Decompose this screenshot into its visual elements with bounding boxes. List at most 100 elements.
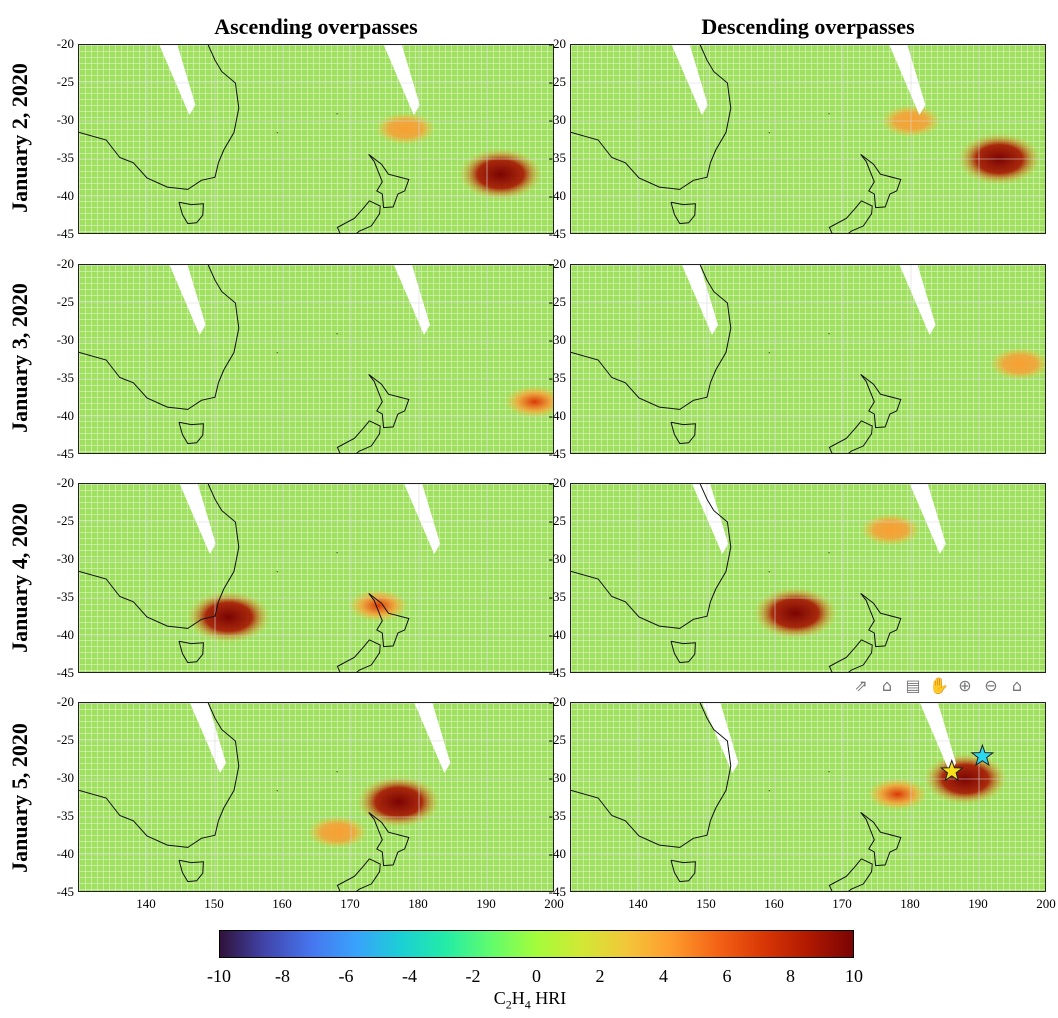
- y-tick-label: -25: [548, 513, 566, 528]
- y-tick-label: -30: [548, 332, 566, 347]
- swath-gap-1: [920, 703, 956, 773]
- map-panel-descending-3: [570, 264, 1046, 454]
- plume-1: [348, 589, 409, 622]
- brush-icon[interactable]: ⌂: [881, 675, 893, 695]
- y-tick-label: -35: [56, 150, 74, 165]
- coastline-tasmania: [178, 421, 204, 445]
- plume-0: [753, 587, 838, 640]
- x-tick-label: 180: [900, 896, 920, 911]
- y-tick-label: -45: [548, 665, 566, 680]
- coastline-norfolk: [336, 771, 338, 773]
- coastline-lord-howe: [768, 571, 770, 573]
- coastline-lord-howe: [276, 790, 278, 792]
- plume-0: [989, 347, 1045, 380]
- swath-gap-0: [169, 265, 206, 335]
- coastline-nz-south: [336, 858, 381, 891]
- figure-toolbar: ⇗ ⌂ ▤ ✋ ⊕ ⊖ ⌂: [850, 674, 1028, 696]
- coastline-nz-south: [336, 200, 381, 233]
- coastline-tasmania: [670, 201, 696, 225]
- y-tick-label: -30: [548, 551, 566, 566]
- y-tick-label: -30: [548, 770, 566, 785]
- y-tick-label: -45: [56, 446, 74, 461]
- colorbar-tick-label: -6: [338, 966, 354, 986]
- coastline-australia: [571, 484, 732, 629]
- coastline-nz-north: [860, 154, 902, 209]
- row-title-jan3: January 3, 2020: [7, 283, 32, 433]
- coastline-australia: [571, 45, 732, 190]
- datatip-icon[interactable]: ▤: [905, 675, 921, 695]
- coastline-tasmania: [178, 640, 204, 664]
- coastline-norfolk: [828, 333, 830, 335]
- x-tick-label: 140: [136, 896, 156, 911]
- y-tick-label: -20: [56, 475, 74, 490]
- y-tick-label: -45: [548, 446, 566, 461]
- heatmap-svg: [571, 703, 1045, 891]
- swath-gap-1: [909, 484, 946, 554]
- coastline-nz-north: [368, 154, 410, 209]
- x-tick-label: 160: [272, 896, 292, 911]
- coastline-nz-north: [860, 812, 902, 867]
- coastline-nz-south: [336, 639, 381, 672]
- x-tick-label: 140: [628, 896, 648, 911]
- coastline-lord-howe: [768, 352, 770, 354]
- coastline-norfolk: [336, 113, 338, 115]
- heatmap-svg: [571, 484, 1045, 672]
- y-tick-label: -25: [56, 294, 74, 309]
- coastline-lord-howe: [768, 790, 770, 792]
- heatmap-svg: [79, 45, 553, 233]
- x-tick-label: 190: [476, 896, 496, 911]
- y-tick-label: -25: [548, 294, 566, 309]
- plume-1: [860, 513, 921, 546]
- y-tick-label: -30: [56, 332, 74, 347]
- coastline-tasmania: [178, 201, 204, 225]
- y-tick-label: -40: [56, 188, 74, 203]
- coastline-tasmania: [670, 859, 696, 883]
- y-tick-label: -25: [548, 732, 566, 747]
- y-tick-label: -20: [548, 475, 566, 490]
- plume-0: [186, 591, 271, 643]
- y-tick-label: -40: [548, 188, 566, 203]
- y-tick-label: -20: [548, 36, 566, 51]
- colorbar-tick-label: 0: [532, 966, 541, 986]
- plume-0: [458, 148, 543, 201]
- zoom-in-icon[interactable]: ⊕: [958, 675, 972, 695]
- coastline-lord-howe: [276, 352, 278, 354]
- swath-gap-1: [383, 45, 420, 115]
- colorbar-tick-label: -2: [465, 966, 481, 986]
- coastline-tasmania: [670, 421, 696, 445]
- swath-gap-0: [692, 484, 729, 554]
- y-tick-label: -25: [548, 74, 566, 89]
- y-tick-label: -30: [56, 551, 74, 566]
- y-tick-label: -45: [548, 884, 566, 899]
- column-title-descending: Descending overpasses: [701, 14, 915, 39]
- coastline-nz-south: [828, 420, 873, 453]
- colorbar-tick-label: 10: [845, 966, 863, 986]
- map-panel-ascending-3: [78, 264, 554, 454]
- home-icon[interactable]: ⌂: [1011, 675, 1023, 695]
- y-tick-label: -30: [56, 770, 74, 785]
- swath-gap-0: [682, 265, 718, 335]
- export-icon[interactable]: ⇗: [854, 675, 868, 695]
- coastline-tasmania: [670, 640, 696, 664]
- colorbar-tick-label: 8: [786, 966, 795, 986]
- y-tick-label: -20: [56, 256, 74, 271]
- y-tick-label: -35: [548, 150, 566, 165]
- y-tick-label: -35: [56, 808, 74, 823]
- heatmap-svg: [79, 484, 553, 672]
- swath-gap-1: [899, 265, 936, 335]
- y-tick-label: -40: [548, 408, 566, 423]
- y-tick-label: -40: [548, 846, 566, 861]
- coastline-australia: [571, 703, 732, 848]
- coastline-australia: [79, 484, 240, 629]
- coastline-australia: [571, 265, 732, 410]
- y-tick-label: -35: [56, 370, 74, 385]
- zoom-out-icon[interactable]: ⊖: [984, 675, 998, 695]
- pan-icon[interactable]: ✋: [929, 675, 949, 695]
- coastline-nz-north: [368, 812, 410, 867]
- coastline-norfolk: [828, 113, 830, 115]
- coastline-nz-south: [828, 200, 873, 233]
- y-tick-label: -20: [548, 256, 566, 271]
- heatmap-svg: [79, 265, 553, 453]
- coastline-norfolk: [828, 552, 830, 554]
- plume-0: [356, 775, 441, 828]
